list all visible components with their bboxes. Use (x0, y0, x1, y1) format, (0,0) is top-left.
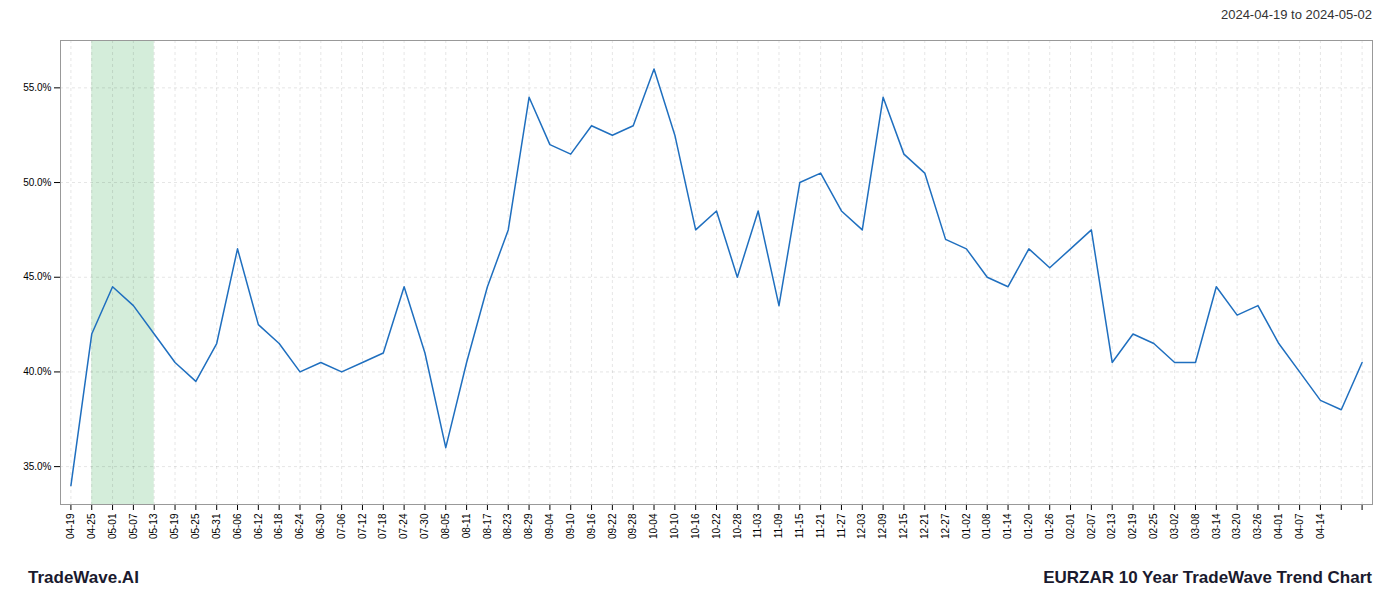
svg-text:11-15: 11-15 (794, 513, 805, 538)
svg-text:03-20: 03-20 (1231, 513, 1242, 539)
svg-text:06-24: 06-24 (294, 513, 305, 539)
svg-text:09-16: 09-16 (586, 513, 597, 539)
svg-text:05-25: 05-25 (190, 513, 201, 539)
svg-text:02-01: 02-01 (1065, 513, 1076, 539)
svg-text:03-02: 03-02 (1169, 513, 1180, 539)
svg-text:04-01: 04-01 (1273, 513, 1284, 539)
svg-text:06-30: 06-30 (315, 513, 326, 539)
svg-text:55.0%: 55.0% (23, 82, 51, 93)
html-text:2024-04-19 to 2024-05-02: 2024-04-19 to 2024-05-02 (1220, 6, 1372, 22)
svg-text:03-08: 03-08 (1190, 513, 1201, 539)
svg-text:40.0%: 40.0% (23, 366, 51, 377)
svg-text:01-08: 01-08 (981, 513, 992, 539)
svg-text:08-29: 08-29 (523, 513, 534, 539)
svg-text:35.0%: 35.0% (23, 461, 51, 472)
svg-text:08-17: 08-17 (482, 513, 493, 539)
svg-text:10-16: 10-16 (690, 513, 701, 539)
svg-text:01-14: 01-14 (1002, 513, 1013, 539)
svg-text:05-01: 05-01 (107, 513, 118, 539)
svg-text:45.0%: 45.0% (23, 271, 51, 282)
svg-text:10-10: 10-10 (669, 513, 680, 539)
html-text:EURZAR 10 Year TradeWave Trend: EURZAR 10 Year TradeWave Trend Chart (1043, 568, 1372, 587)
svg-text:50.0%: 50.0% (23, 177, 51, 188)
svg-text:05-07: 05-07 (128, 513, 139, 539)
svg-text:06-18: 06-18 (273, 513, 284, 539)
svg-text:05-13: 05-13 (148, 513, 159, 539)
svg-text:11-21: 11-21 (815, 513, 826, 538)
svg-text:06-12: 06-12 (253, 513, 264, 539)
svg-text:09-10: 09-10 (565, 513, 576, 539)
svg-text:01-20: 01-20 (1023, 513, 1034, 539)
svg-text:01-02: 01-02 (961, 513, 972, 539)
svg-text:12-09: 12-09 (877, 513, 888, 539)
svg-text:03-14: 03-14 (1211, 513, 1222, 539)
svg-text:07-12: 07-12 (357, 513, 368, 539)
svg-text:08-23: 08-23 (502, 513, 513, 539)
svg-text:02-19: 02-19 (1127, 513, 1138, 539)
svg-text:09-28: 09-28 (627, 513, 638, 539)
svg-text:01-26: 01-26 (1044, 513, 1055, 539)
svg-text:02-13: 02-13 (1106, 513, 1117, 539)
svg-text:10-04: 10-04 (648, 513, 659, 539)
svg-text:04-14: 04-14 (1315, 513, 1326, 539)
svg-text:07-18: 07-18 (377, 513, 388, 539)
svg-text:11-27: 11-27 (836, 513, 847, 538)
svg-text:08-05: 08-05 (440, 513, 451, 539)
svg-text:07-24: 07-24 (398, 513, 409, 539)
svg-text:09-04: 09-04 (544, 513, 555, 539)
html-text:TradeWave.AI: TradeWave.AI (28, 568, 139, 587)
svg-text:07-06: 07-06 (336, 513, 347, 539)
svg-text:02-07: 02-07 (1086, 513, 1097, 539)
svg-text:10-28: 10-28 (732, 513, 743, 539)
svg-text:10-22: 10-22 (711, 513, 722, 539)
svg-text:11-09: 11-09 (773, 513, 784, 538)
svg-text:05-31: 05-31 (211, 513, 222, 539)
svg-text:12-15: 12-15 (898, 513, 909, 539)
svg-text:04-19: 04-19 (65, 513, 76, 539)
svg-text:02-25: 02-25 (1148, 513, 1159, 539)
svg-text:12-21: 12-21 (919, 513, 930, 539)
svg-text:12-27: 12-27 (940, 513, 951, 539)
svg-text:04-25: 04-25 (86, 513, 97, 539)
svg-text:03-26: 03-26 (1252, 513, 1263, 539)
svg-text:07-30: 07-30 (419, 513, 430, 539)
svg-text:06-06: 06-06 (232, 513, 243, 539)
svg-text:08-11: 08-11 (461, 513, 472, 538)
svg-text:05-19: 05-19 (169, 513, 180, 539)
svg-text:09-22: 09-22 (607, 513, 618, 539)
svg-text:04-07: 04-07 (1294, 513, 1305, 539)
svg-text:12-03: 12-03 (856, 513, 867, 539)
svg-text:11-03: 11-03 (752, 513, 763, 538)
